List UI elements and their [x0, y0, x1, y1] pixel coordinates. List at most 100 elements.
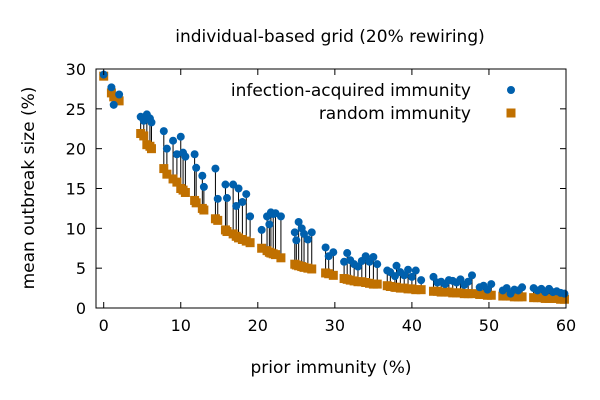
infection-acquired-point [246, 212, 255, 221]
infection-acquired-point [329, 248, 338, 257]
random-immunity-point [162, 169, 172, 179]
random-immunity-point [416, 285, 426, 295]
infection-acquired-point [518, 283, 527, 292]
legend-label-infection: infection-acquired immunity [231, 81, 471, 101]
x-tick-label: 40 [402, 316, 422, 335]
random-immunity-point [385, 281, 395, 291]
infection-acquired-point [276, 212, 285, 221]
x-tick-label: 50 [479, 316, 499, 335]
legend-marker-infection [507, 86, 515, 94]
random-immunity-point [146, 144, 156, 154]
random-immunity-point [559, 294, 569, 304]
infection-acquired-point [411, 266, 420, 275]
random-immunity-point [328, 270, 338, 280]
x-tick-label: 20 [248, 316, 268, 335]
legend-label-random: random immunity [319, 104, 471, 124]
infection-acquired-point [169, 136, 178, 145]
x-tick-label: 10 [171, 316, 191, 335]
chart-title: individual-based grid (20% rewiring) [175, 27, 485, 47]
random-immunity-point [307, 264, 317, 274]
infection-acquired-point [242, 190, 251, 199]
infection-acquired-point [300, 229, 309, 238]
random-immunity-point [213, 215, 223, 225]
y-tick-label: 25 [66, 100, 86, 119]
infection-acquired-point [213, 194, 222, 203]
infection-acquired-point [221, 180, 230, 189]
infection-acquired-point [139, 116, 148, 125]
x-tick-label: 60 [556, 316, 576, 335]
infection-acquired-point [560, 289, 569, 298]
infection-acquired-point [502, 284, 511, 293]
infection-acquired-point [234, 184, 243, 193]
x-axis-label: prior immunity (%) [251, 358, 412, 378]
y-tick-label: 15 [66, 180, 86, 199]
infection-acquired-point [294, 217, 303, 226]
infection-acquired-point [147, 118, 156, 127]
infection-acquired-point [265, 220, 274, 229]
infection-acquired-point [172, 150, 181, 159]
random-immunity-point [517, 292, 527, 302]
axis-ticks: 0 10 20 30 40 50 60 0 5 10 15 20 25 30 [66, 60, 577, 335]
infection-acquired-point [292, 236, 301, 245]
infection-acquired-point [181, 152, 190, 161]
infection-acquired-point [429, 272, 438, 281]
infection-acquired-point [290, 228, 299, 237]
infection-acquired-point [417, 276, 426, 285]
infection-acquired-point [468, 271, 476, 280]
infection-acquired-point [107, 83, 116, 92]
y-axis-label: mean outbreak size (%) [19, 87, 39, 290]
infection-acquired-point [456, 275, 465, 284]
random-immunity-point [271, 250, 281, 260]
infection-acquired-point [162, 144, 171, 153]
infection-acquired-point [369, 253, 378, 262]
infection-acquired-point [199, 182, 208, 191]
infection-acquired-point [190, 150, 199, 159]
infection-acquired-point [211, 164, 220, 173]
random-immunity-point [172, 177, 182, 187]
infection-acquired-point [464, 277, 473, 286]
random-immunity-point [257, 243, 267, 253]
legend-marker-random [506, 108, 516, 118]
random-immunity-point [109, 92, 119, 102]
plot-area [99, 70, 569, 304]
infection-acquired-point [353, 262, 362, 271]
y-tick-label: 30 [66, 60, 86, 79]
y-tick-label: 10 [66, 219, 86, 238]
x-tick-label: 30 [325, 316, 345, 335]
y-tick-label: 20 [66, 140, 86, 159]
infection-acquired-point [340, 257, 349, 266]
random-immunity-point [324, 269, 334, 279]
infection-acquired-point [321, 243, 330, 252]
random-immunity-point [372, 279, 382, 289]
y-tick-label: 5 [76, 259, 86, 278]
infection-acquired-point [238, 198, 247, 207]
random-immunity-point [114, 96, 124, 106]
random-immunity-point [411, 285, 421, 295]
infection-acquired-point [176, 132, 185, 141]
random-immunity-point [139, 131, 149, 141]
infection-acquired-point [361, 252, 370, 261]
infection-acquired-point [115, 90, 124, 99]
infection-acquired-point [257, 225, 266, 234]
infection-acquired-point [404, 265, 413, 274]
infection-acquired-point [159, 127, 168, 136]
infection-acquired-point [232, 202, 241, 211]
random-immunity-point [191, 198, 201, 208]
infection-acquired-point [400, 271, 409, 280]
y-tick-label: 0 [76, 299, 86, 318]
infection-acquired-point [407, 272, 416, 281]
random-immunity-point [245, 238, 255, 248]
infection-acquired-point [192, 163, 201, 172]
infection-acquired-point [109, 100, 118, 109]
random-immunity-point [199, 205, 209, 215]
infection-acquired-point [487, 280, 496, 289]
infection-acquired-point [222, 194, 231, 203]
random-immunity-point [180, 187, 190, 197]
legend: infection-acquired immunity random immun… [231, 81, 516, 124]
infection-acquired-point [198, 171, 207, 180]
x-tick-label: 0 [99, 316, 109, 335]
infection-acquired-point [373, 260, 382, 269]
infection-acquired-point [392, 261, 401, 270]
random-immunity-point [276, 253, 286, 263]
